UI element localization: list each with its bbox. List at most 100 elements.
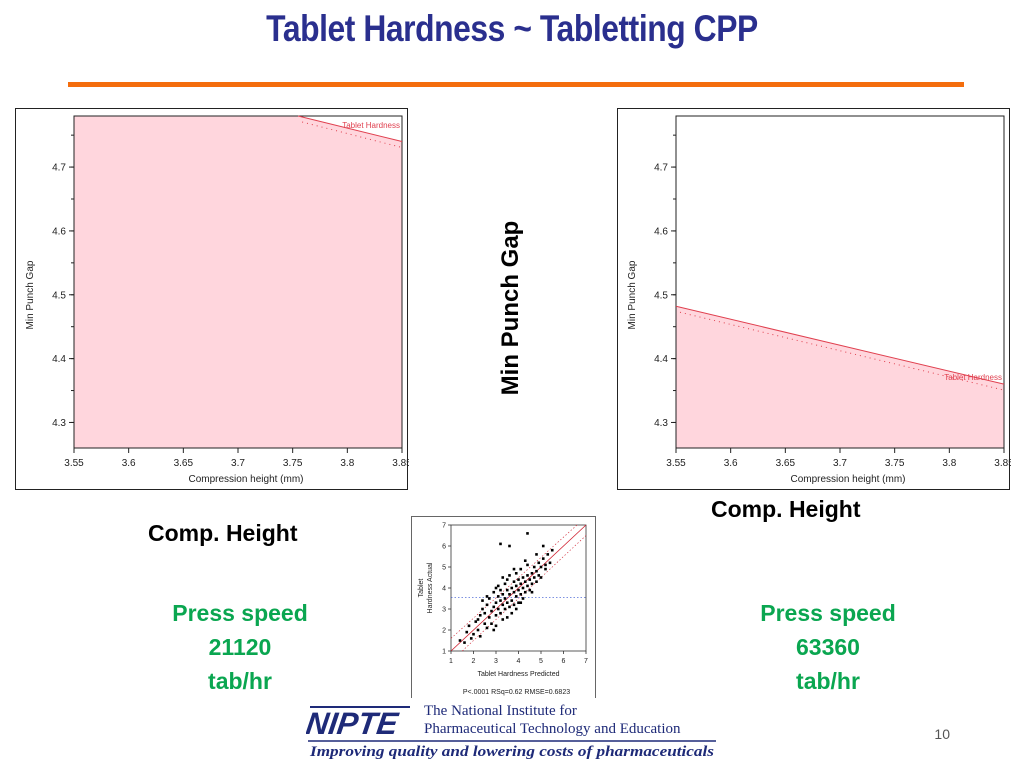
right-xtick-label: 3.55 — [666, 458, 686, 469]
scatter-point — [541, 544, 545, 548]
scatter-point — [508, 605, 511, 609]
scatter-ylabel-line-2: Hardness Actual — [427, 562, 434, 613]
scatter-point — [530, 572, 534, 575]
left-comp-height-label: Comp. Height — [148, 520, 298, 546]
scatter-point — [499, 542, 502, 546]
scatter-point — [499, 588, 502, 592]
right-xtick-label: 3.75 — [885, 458, 905, 469]
left-contour-plot: Tablet Hardness 4.3 4.4 4.5 4.6 4.7 3.55 3.6 3.6… — [15, 108, 409, 490]
scatter-point — [494, 586, 498, 590]
right-contour-line — [675, 305, 1005, 385]
scatter-xtick-label: 3 — [494, 658, 498, 665]
right-xlabel: Compression height (mm) — [790, 474, 905, 485]
scatter-point — [514, 607, 518, 611]
right-ytick-label: 4.7 — [654, 163, 668, 174]
scatter-ylabel-line-1: Tablet — [418, 579, 425, 598]
scatter-xtick-label: 4 — [517, 658, 521, 665]
scatter-point — [528, 578, 532, 581]
left-press-line-2: 21120 — [208, 634, 272, 660]
right-xtick-label: 3.65 — [776, 458, 796, 469]
nipte-logo-mark: NIPTE — [306, 706, 401, 741]
scatter-point — [517, 601, 520, 604]
scatter-xtick-label: 6 — [562, 658, 566, 665]
scatter-stats: P<.0001 RSq=0.62 RMSE=0.6823 — [463, 689, 570, 696]
scatter-xtick-label: 5 — [539, 658, 543, 665]
right-press-line-2: 63360 — [796, 634, 860, 660]
scatter-point — [512, 567, 516, 571]
scatter-point — [544, 567, 547, 571]
scatter-point — [514, 572, 518, 575]
right-contour-label: Tablet Hardness — [944, 373, 1002, 382]
nipte-logo: NIPTE The National Institute for Pharmac… — [306, 698, 718, 760]
scatter-point — [517, 578, 520, 581]
scatter-xtick-label: 1 — [449, 658, 453, 665]
scatter-point — [505, 601, 509, 604]
scatter-point — [530, 590, 534, 594]
left-ytick-label: 4.7 — [52, 163, 66, 174]
scatter-point — [485, 595, 489, 598]
left-press-speed: Press speed 21120 tab/hr — [140, 596, 340, 698]
scatter-point — [474, 620, 478, 623]
right-press-line-3: tab/hr — [796, 668, 860, 694]
left-xtick-label: 3.75 — [283, 458, 303, 469]
scatter-point — [526, 563, 529, 567]
scatter-point — [535, 569, 538, 573]
scatter-point — [501, 603, 505, 607]
scatter-point — [465, 630, 469, 634]
scatter-point — [550, 548, 554, 552]
scatter-point — [487, 597, 491, 600]
scatter-point — [508, 544, 511, 548]
left-ytick-label: 4.5 — [52, 290, 66, 301]
scatter-point — [526, 574, 529, 577]
scatter-point — [508, 574, 511, 577]
scatter-point — [523, 590, 527, 594]
left-press-line-1: Press speed — [172, 600, 308, 626]
left-xtick-label: 3.55 — [64, 458, 84, 469]
scatter-point — [512, 603, 516, 607]
footer-tagline: Improving quality and lowering costs of … — [309, 744, 715, 760]
scatter-point — [512, 580, 516, 583]
scatter-point — [521, 586, 525, 590]
scatter-point — [510, 586, 514, 590]
left-ytick-label: 4.3 — [52, 418, 66, 429]
right-contour-svg: Tablet Hardness 4.3 4.4 4.5 4.6 4.7 3.55 3.6 3.6… — [627, 115, 1011, 485]
scatter-point — [501, 576, 505, 579]
scatter-ytick-label: 2 — [442, 628, 446, 635]
scatter-point — [548, 561, 552, 565]
left-contour-band — [302, 121, 403, 149]
slide-title: Tablet Hardness ~ Tabletting CPP — [266, 8, 758, 49]
scatter-point — [530, 582, 534, 586]
org-line-1: The National Institute for — [424, 703, 577, 719]
left-xtick-label: 3.7 — [231, 458, 245, 469]
left-ytick-label: 4.4 — [52, 354, 66, 365]
scatter-point — [496, 584, 500, 588]
scatter-point — [476, 628, 480, 632]
actual-vs-predicted-plot: 1 2 3 4 5 6 7 1 2 3 4 5 6 7 Tablet Hardness Predicted T… — [411, 516, 596, 706]
scatter-point — [499, 611, 502, 615]
org-line-2: Pharmaceutical Technology and Education — [424, 721, 681, 737]
scatter-point — [485, 626, 489, 630]
right-contour-plot: Tablet Hardness 4.3 4.4 4.5 4.6 4.7 3.55 3.6 3.6… — [617, 108, 1011, 490]
scatter-point — [510, 599, 514, 602]
scatter-point — [483, 622, 487, 625]
scatter-point — [492, 590, 496, 594]
scatter-point — [481, 607, 484, 611]
scatter-point — [476, 618, 480, 621]
scatter-point — [519, 593, 523, 596]
scatter-xtick-label: 7 — [584, 658, 588, 665]
scatter-point — [503, 607, 507, 611]
scatter-point — [478, 635, 482, 638]
scatter-point — [494, 601, 498, 604]
scatter-point — [521, 576, 525, 579]
right-xtick-label: 3.8 — [942, 458, 956, 469]
scatter-xtick-label: 2 — [472, 658, 476, 665]
scatter-point — [505, 588, 509, 592]
left-contour-label: Tablet Hardness — [342, 121, 400, 130]
right-ytick-label: 4.5 — [654, 290, 668, 301]
scatter-point — [458, 639, 462, 642]
scatter-point — [494, 624, 498, 628]
scatter-point — [510, 611, 514, 615]
right-ylabel: Min Punch Gap — [627, 260, 638, 329]
scatter-point — [496, 595, 500, 598]
scatter-ytick-label: 6 — [442, 544, 446, 551]
